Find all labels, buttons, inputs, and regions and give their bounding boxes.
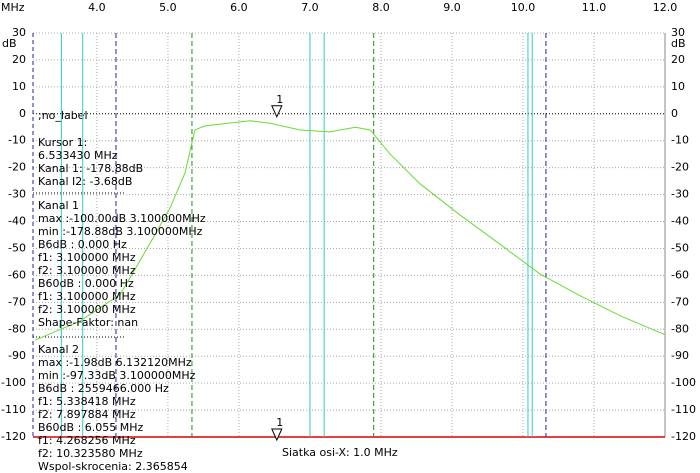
y-tick-label: -80 [8,322,26,335]
y-tick-label: -100 [1,376,26,389]
y-tick-label: -50 [671,241,689,254]
y-tick-label: -120 [1,430,26,443]
annotation: f2: 3.100000 MHz [38,264,136,277]
annotation: B6dB : 0.000 Hz [38,238,127,251]
x-tick-label: 11.0 [582,1,607,14]
y-tick-label: -20 [671,161,689,174]
y-tick-label: -120 [671,430,696,443]
x-tick-label: 12.0 [653,1,678,14]
y-tick-label: -60 [671,268,689,281]
y-tick-label: -70 [671,295,689,308]
trace [34,120,666,341]
y-tick-label: -10 [671,134,689,147]
y-tick-label: -80 [671,322,689,335]
y-tick-label: 0 [671,107,678,120]
y-tick-label: 0 [19,107,26,120]
grid-note: Siatka osi-X: 1.0 MHz [282,446,398,459]
annotation: B6dB : 2559466.000 Hz [38,382,169,395]
y-tick-label: -40 [671,215,689,228]
annotation: f1: 4.268256 MHz [38,434,136,447]
annotation: B60dB : 0.000 Hz [38,277,134,290]
annotation: f1: 5.338418 MHz [38,395,136,408]
annotation: Shape-Faktor: nan [38,316,138,329]
x-tick-label: 5.0 [159,1,177,14]
no-label: ;no_label [38,109,88,122]
annotation: max :-100.00dB 3.100000MHz [38,212,206,225]
marker-label: 1 [276,416,283,429]
y-tick-label: -50 [8,241,26,254]
y-tick-label: -90 [8,349,26,362]
y-tick-label: -110 [671,403,696,416]
annotation: Kanal 2 [38,343,79,356]
x-tick-label: 9.0 [443,1,461,14]
x-tick-label: 8.0 [372,1,390,14]
y-tick-label: 20 [12,53,26,66]
x-tick-label: 7.0 [301,1,319,14]
annotation: Kursor 1: [38,136,87,149]
y-tick-label: 20 [671,53,685,66]
annotation: Wspol-skrocenia: 2.365854 [38,460,188,473]
y-tick-label: -40 [8,215,26,228]
y-axis-label: dB [671,37,686,50]
marker-label: 1 [276,93,283,106]
annotation: f1: 3.100000 MHz [38,290,136,303]
annotation: min :-97.33dB 3.100000MHz [38,369,196,382]
annotation: f2: 7.897884 MHz [38,408,136,421]
x-axis-label: MHz [1,1,25,14]
marker [271,428,283,442]
y-tick-label: -70 [8,295,26,308]
x-tick-label: 6.0 [230,1,248,14]
y-tick-label: 10 [671,80,685,93]
annotation: Kanal I2: -3.68dB [38,175,132,188]
x-tick-label: 4.0 [88,1,106,14]
y-tick-label: -10 [8,134,26,147]
y-tick-label: -30 [8,188,26,201]
annotation: f1: 3.100000 MHz [38,251,136,264]
y-tick-label: -20 [8,161,26,174]
y-axis-label: dB [2,37,17,50]
annotation: B60dB : 6.055 MHz [38,421,144,434]
y-tick-label: -100 [671,376,696,389]
y-tick-label: -30 [671,188,689,201]
x-tick-label: 10.0 [511,1,536,14]
y-tick-label: -60 [8,268,26,281]
annotation: f2: 10.323580 MHz [38,447,143,460]
y-tick-label: 30 [671,26,685,39]
annotation: Kanal 1 [38,199,79,212]
y-tick-label: 30 [12,26,26,39]
annotation: 6.533430 MHz [38,149,118,162]
y-tick-label: 10 [12,80,26,93]
annotation: f2: 3.100000 MHz [38,303,136,316]
annotation: min :-178.88dB 3.100000MHz [38,225,203,238]
annotation: Kanal 1: -178.88dB [38,162,143,175]
marker [271,105,283,119]
y-tick-label: -110 [1,403,26,416]
y-tick-label: -90 [671,349,689,362]
annotation: max :-1.98dB 6.132120MHz [38,356,192,369]
